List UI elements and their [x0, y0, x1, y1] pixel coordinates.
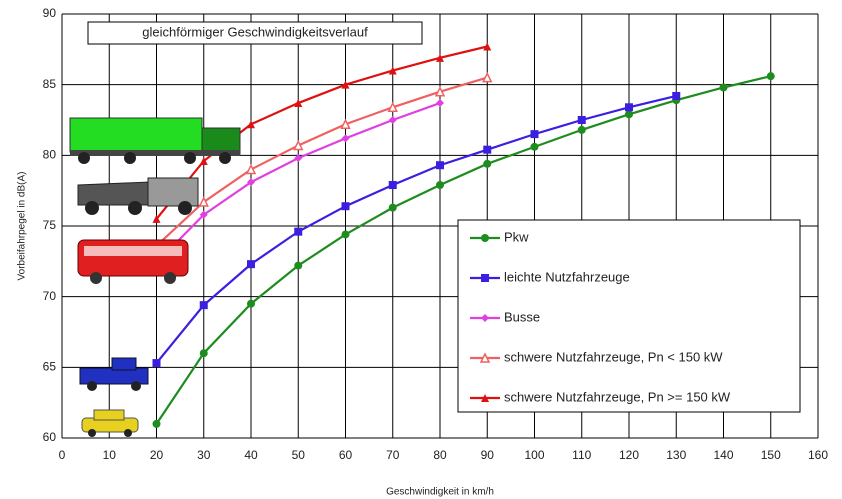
marker: [436, 99, 444, 107]
marker: [481, 274, 489, 282]
y-tick-label: 70: [43, 289, 57, 303]
legend-label: Busse: [504, 309, 540, 324]
x-tick-label: 10: [103, 448, 117, 462]
x-tick-label: 20: [150, 448, 164, 462]
x-tick-label: 90: [481, 448, 495, 462]
x-tick-label: 40: [244, 448, 258, 462]
marker: [200, 349, 208, 357]
y-tick-label: 65: [43, 360, 57, 374]
marker: [342, 120, 350, 128]
marker: [578, 126, 586, 134]
y-tick-label: 75: [43, 218, 57, 232]
marker: [342, 134, 350, 142]
marker: [294, 228, 302, 236]
marker: [389, 181, 397, 189]
marker: [294, 262, 302, 270]
chart-title: gleichförmiger Geschwindigkeitsverlauf: [142, 24, 368, 39]
marker: [625, 103, 633, 111]
x-tick-label: 60: [339, 448, 353, 462]
marker: [436, 181, 444, 189]
x-tick-label: 140: [713, 448, 733, 462]
marker: [481, 234, 489, 242]
marker: [389, 103, 397, 111]
marker: [625, 110, 633, 118]
x-tick-label: 0: [59, 448, 66, 462]
x-tick-label: 30: [197, 448, 211, 462]
x-tick-label: 100: [524, 448, 544, 462]
marker: [342, 202, 350, 210]
x-tick-label: 130: [666, 448, 686, 462]
marker: [247, 165, 255, 173]
marker: [342, 230, 350, 238]
marker: [531, 143, 539, 151]
legend-label: schwere Nutzfahrzeuge, Pn >= 150 kW: [504, 389, 731, 404]
marker: [578, 116, 586, 124]
marker: [389, 204, 397, 212]
x-tick-label: 80: [433, 448, 447, 462]
y-tick-label: 85: [43, 77, 57, 91]
y-tick-label: 90: [43, 6, 57, 20]
marker: [720, 83, 728, 91]
marker: [483, 146, 491, 154]
x-tick-label: 70: [386, 448, 400, 462]
marker: [767, 72, 775, 80]
x-axis-label: Geschwindigkeit in km/h: [386, 487, 494, 498]
legend-label: schwere Nutzfahrzeuge, Pn < 150 kW: [504, 349, 723, 364]
legend-label: Pkw: [504, 229, 529, 244]
vehicle-icons: [70, 118, 240, 437]
marker: [247, 260, 255, 268]
y-axis-label: Vorbeifahrpegel in dB(A): [17, 172, 28, 281]
y-tick-label: 60: [43, 430, 57, 444]
marker: [436, 161, 444, 169]
marker: [153, 359, 161, 367]
x-tick-label: 50: [292, 448, 306, 462]
marker: [672, 92, 680, 100]
marker: [247, 300, 255, 308]
marker: [247, 120, 255, 128]
marker: [153, 420, 161, 428]
x-tick-label: 150: [761, 448, 781, 462]
marker: [531, 130, 539, 138]
marker: [436, 88, 444, 96]
x-tick-label: 120: [619, 448, 639, 462]
x-tick-label: 110: [572, 448, 591, 462]
marker: [294, 141, 302, 149]
x-tick-label: 160: [808, 448, 828, 462]
legend-label: leichte Nutzfahrzeuge: [504, 269, 630, 284]
marker: [483, 74, 491, 82]
marker: [483, 160, 491, 168]
y-tick-label: 80: [43, 148, 57, 162]
chart: 0 10 20 30 40 50 60 70 80 90 100 110 120 130 140 150 160…: [0, 0, 842, 499]
marker: [200, 301, 208, 309]
marker: [389, 116, 397, 124]
